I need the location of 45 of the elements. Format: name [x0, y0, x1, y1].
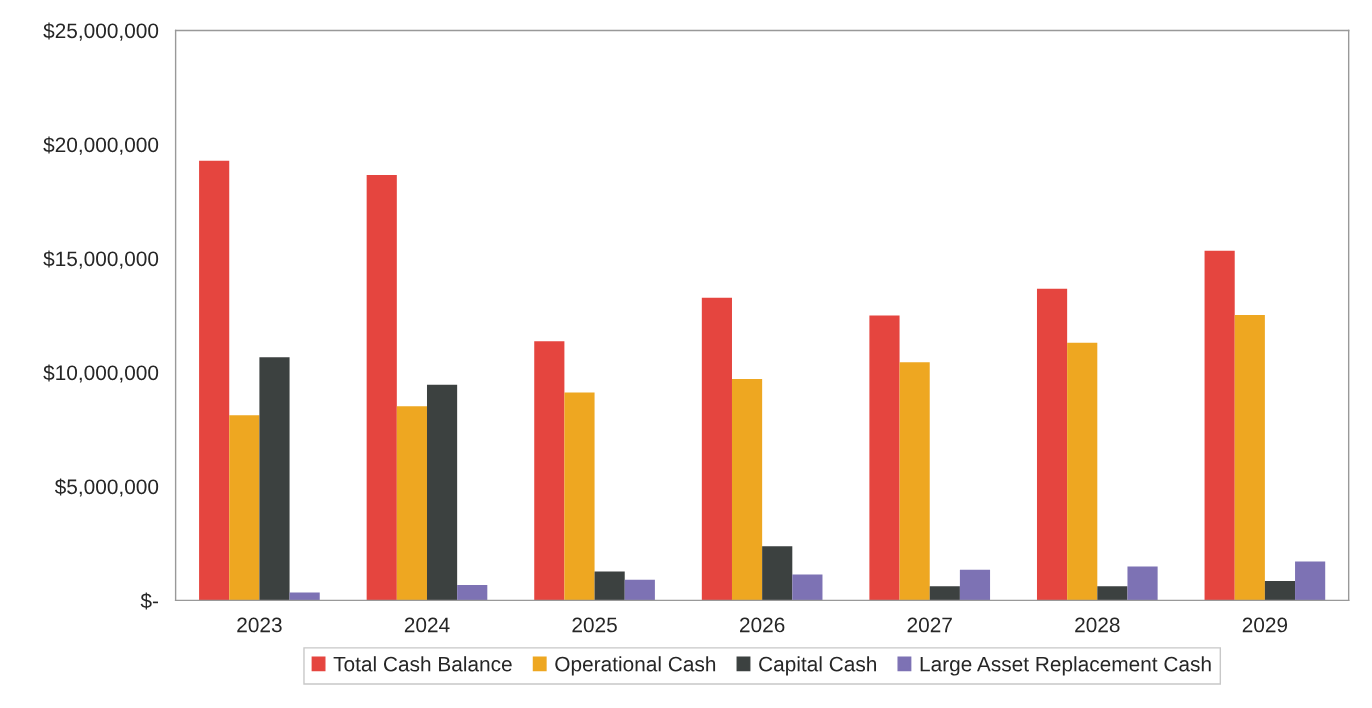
bar: [594, 571, 625, 601]
bar: [366, 174, 397, 601]
x-tick-label: 2023: [237, 617, 282, 633]
bar: [624, 579, 655, 601]
bar: [457, 585, 488, 601]
bar: [396, 406, 427, 601]
bar: [259, 357, 290, 601]
bar: [1127, 566, 1158, 601]
bar: [426, 384, 458, 601]
y-tick-label: $15,000,000: [43, 250, 159, 269]
x-tick-label: 2029: [1242, 617, 1288, 633]
y-tick-label: $5,000,000: [54, 478, 159, 497]
bar: [564, 392, 595, 601]
legend-label: Operational Cash: [555, 656, 716, 676]
legend-label: Total Cash Balance: [333, 656, 512, 672]
x-tick-label: 2028: [1075, 617, 1120, 633]
x-tick-label: 2026: [740, 617, 785, 633]
bar: [1204, 250, 1235, 601]
bar: [1234, 314, 1265, 601]
x-tick-label: 2024: [404, 617, 450, 633]
bar: [869, 315, 900, 601]
bar: [929, 586, 960, 601]
legend-label: Large Asset Replacement Cash: [920, 656, 1211, 676]
y-tick-label: $25,000,000: [43, 22, 159, 41]
x-tick-label: 2027: [907, 617, 952, 633]
y-tick-label: $-: [140, 592, 159, 610]
x-tick-label: 2025: [572, 617, 617, 633]
bar: [792, 574, 823, 601]
bar: [1036, 288, 1068, 601]
bar: [959, 569, 991, 601]
legend-label: Capital Cash: [759, 656, 876, 676]
bar: [1067, 342, 1098, 601]
y-tick-label: $10,000,000: [43, 364, 159, 383]
bar: [229, 415, 260, 601]
bar: [1295, 561, 1326, 601]
bar: [289, 592, 320, 601]
bar: [899, 362, 930, 601]
bar: [199, 160, 230, 601]
y-tick-label: $20,000,000: [43, 136, 159, 155]
bar: [731, 379, 763, 601]
bar: [1097, 586, 1128, 601]
bar: [534, 341, 565, 601]
bar: [701, 297, 732, 601]
bar: [1264, 581, 1296, 601]
bar: [762, 546, 793, 601]
